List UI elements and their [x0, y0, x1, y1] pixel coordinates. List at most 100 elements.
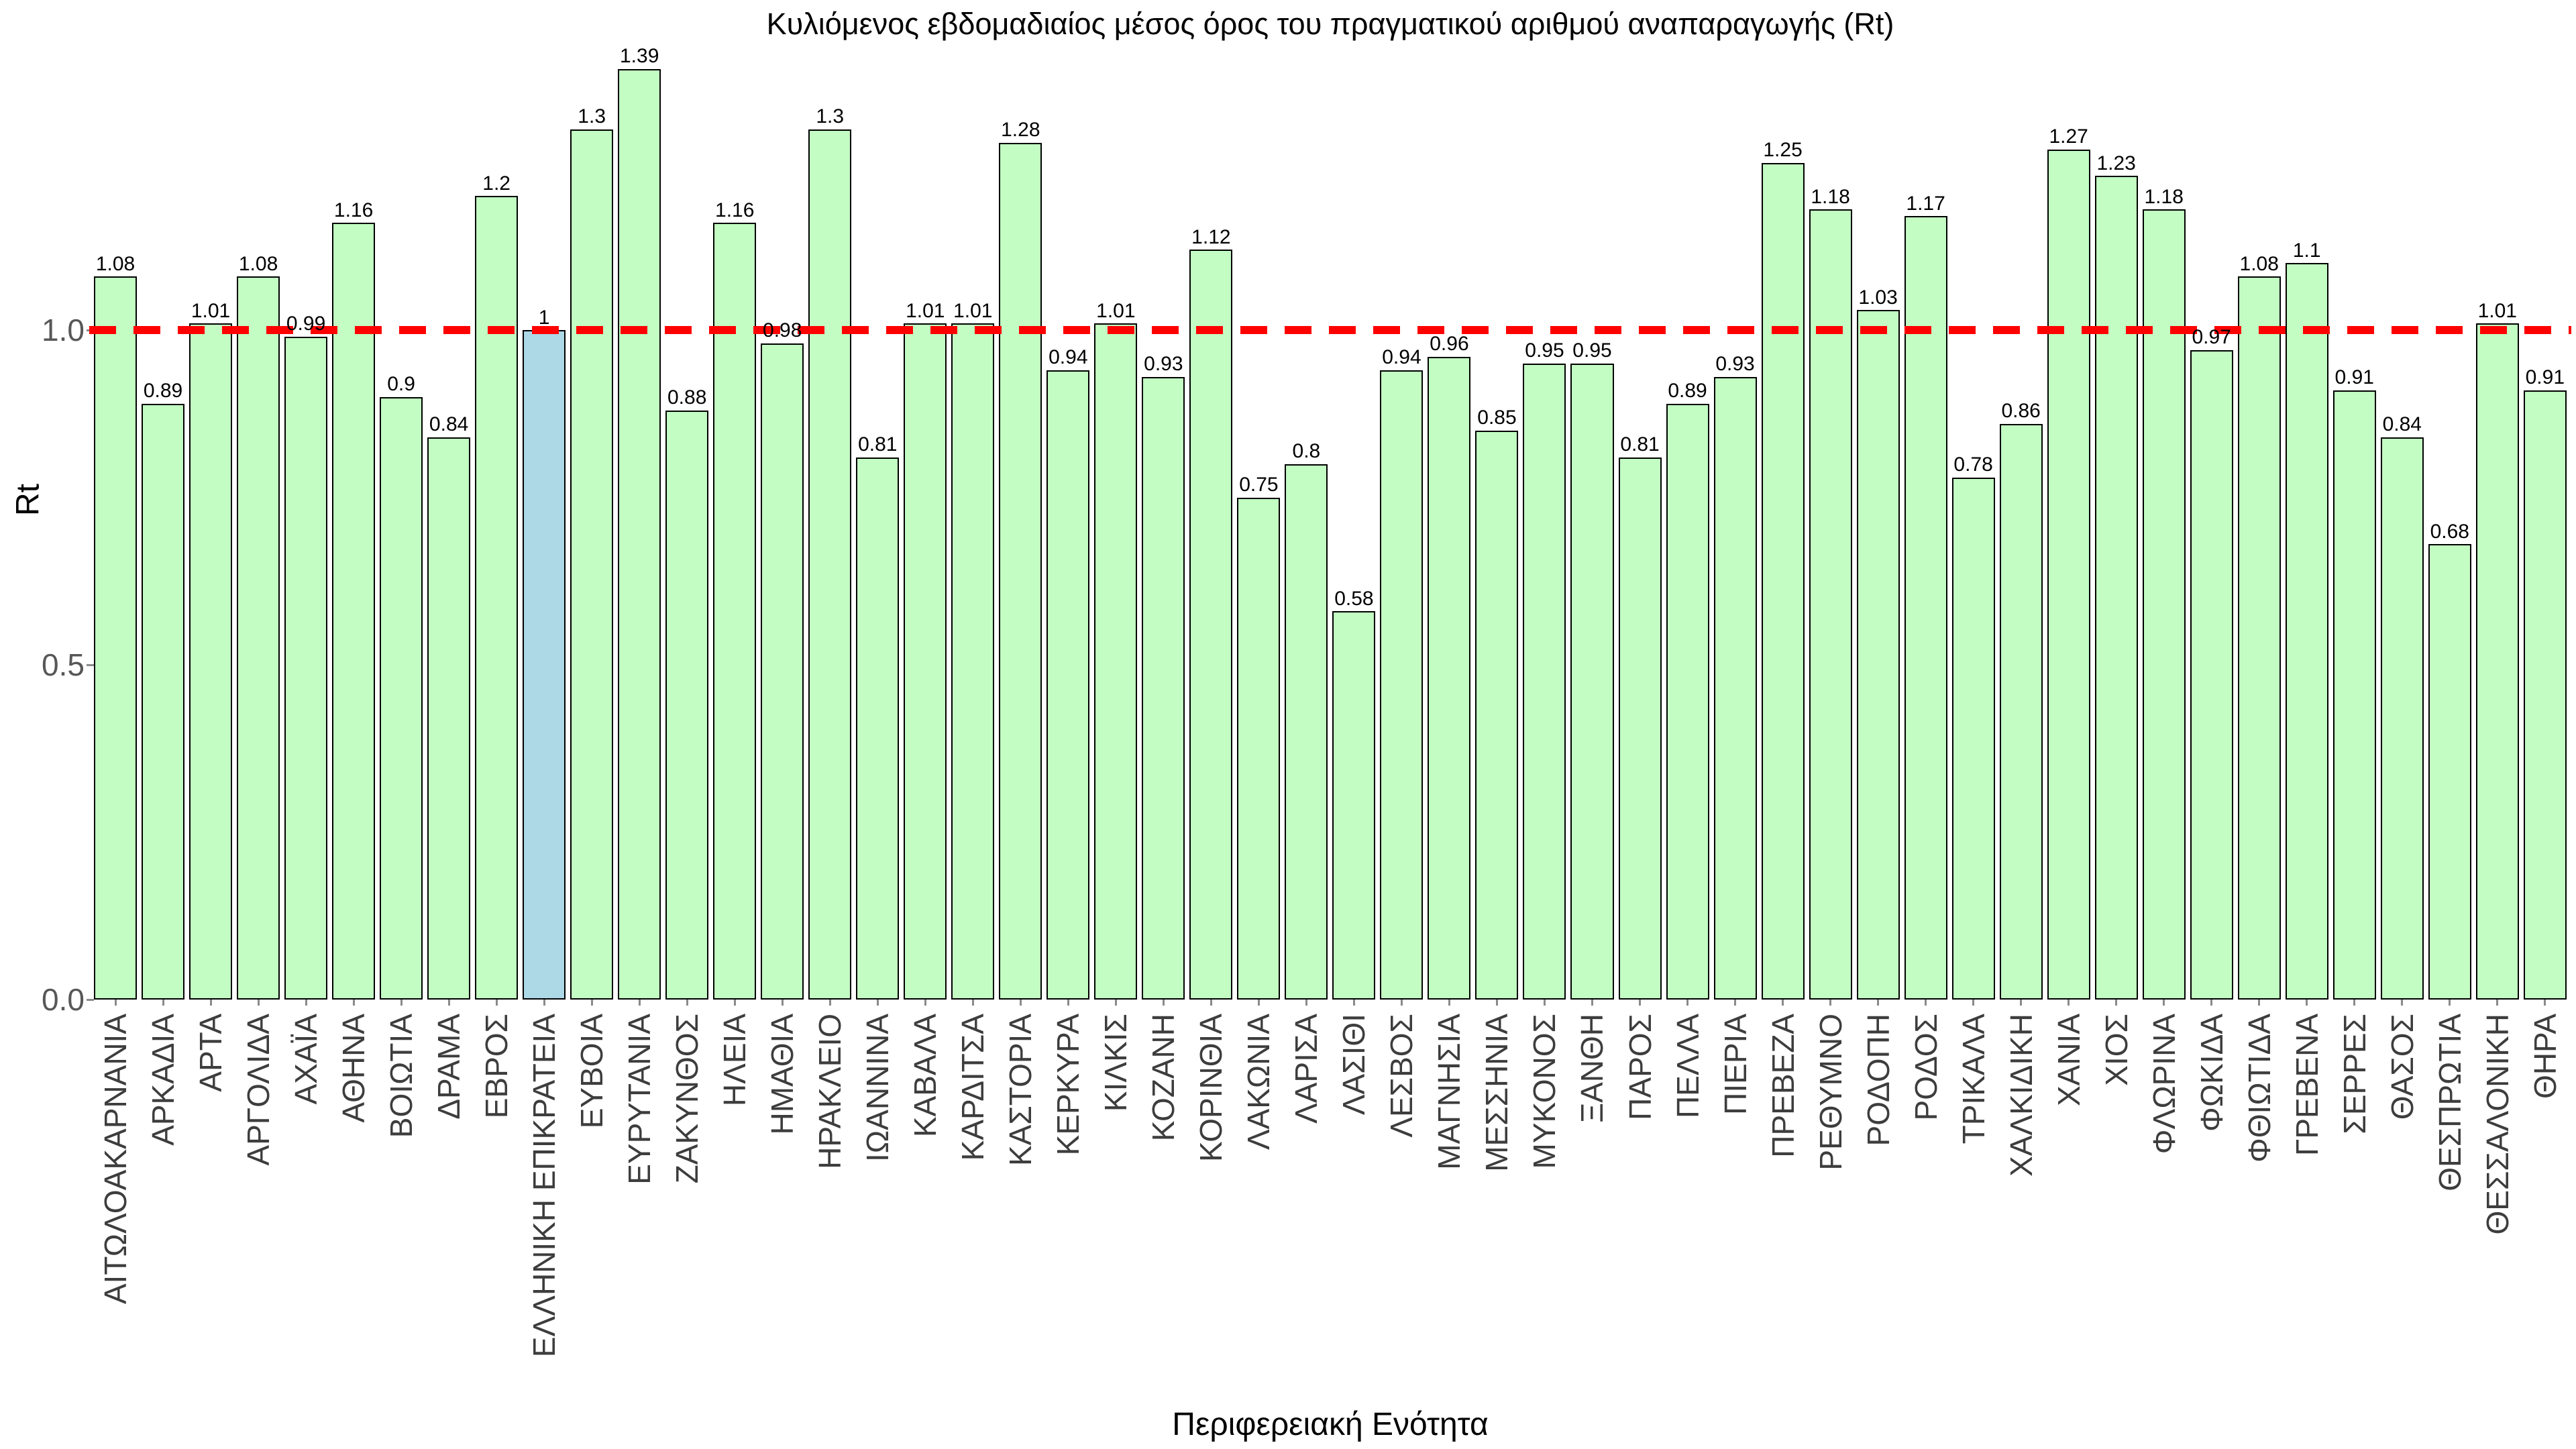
- region-label: ΚΙΛΚΙΣ: [1098, 1014, 1134, 1112]
- x-label-slot: ΗΜΑΘΙΑ: [761, 1000, 804, 1135]
- x-tick-mark: [1972, 1000, 1975, 1006]
- bar-slot: 1.17: [1904, 0, 1947, 1000]
- bar: [1189, 250, 1233, 1000]
- region-label: ΛΑΡΙΣΑ: [1289, 1014, 1324, 1124]
- bar: [1904, 216, 1947, 1000]
- bar-slot: 1.28: [999, 0, 1042, 1000]
- region-label: ΧΙΟΣ: [2098, 1014, 2134, 1086]
- x-label-slot: ΑΘΗΝΑ: [332, 1000, 375, 1123]
- bar-value-label: 0.84: [429, 413, 469, 436]
- plot-area: 0.0 0.5 1.0 1.08 0.89 1.01 1.08 0.99 1.16 0.9 0.8…: [42, 0, 2571, 1017]
- x-label-slot: ΚΑΡΔΙΤΣΑ: [951, 1000, 994, 1161]
- region-label: ΦΛΩΡΙΝΑ: [2146, 1014, 2182, 1155]
- bar-slot: 1.08: [2237, 0, 2281, 1000]
- region-label: ΜΕΣΣΗΝΙΑ: [1479, 1014, 1515, 1172]
- region-label: ΦΘΙΩΤΙΔΑ: [2241, 1014, 2277, 1163]
- x-label-slot: ΚΑΣΤΟΡΙΑ: [999, 1000, 1042, 1166]
- x-label-slot: ΘΕΣΣΑΛΟΝΙΚΗ: [2476, 1000, 2519, 1234]
- bar: [2475, 323, 2519, 1000]
- x-tick-mark: [1019, 1000, 1022, 1006]
- bar-value-label: 1.08: [95, 252, 136, 275]
- bar-slot: 1.01: [1094, 0, 1138, 1000]
- bar-value-label: 0.85: [1477, 407, 1517, 429]
- x-label-slot: ΕΥΡΥΤΑΝΙΑ: [618, 1000, 661, 1185]
- bar-value-label: 1.18: [1811, 185, 1850, 208]
- x-tick-mark: [733, 1000, 736, 1006]
- bar: [1618, 457, 1662, 1000]
- bar-value-label: 1.01: [191, 299, 231, 322]
- x-label-slot: ΘΗΡΑ: [2524, 1000, 2567, 1099]
- bar-value-label: 0.89: [1668, 380, 1707, 402]
- bar-slot: 1.16: [332, 0, 376, 1000]
- bar-value-label: 0.94: [1382, 346, 1421, 369]
- x-tick-mark: [1734, 1000, 1737, 1006]
- bar-slot: 0.85: [1475, 0, 1519, 1000]
- bar-slot: 1.01: [951, 0, 995, 1000]
- x-label-slot: ΚΟΖΑΝΗ: [1142, 1000, 1185, 1141]
- region-label: ΜΑΓΝΗΣΙΑ: [1432, 1014, 1467, 1170]
- bar: [808, 129, 852, 1000]
- x-label-slot: ΛΑΚΩΝΙΑ: [1237, 1000, 1280, 1150]
- bar-slot: 0.88: [665, 0, 709, 1000]
- bar-slot: 1.12: [1189, 0, 1233, 1000]
- x-label-slot: ΑΡΓΟΛΙΔΑ: [237, 1000, 280, 1166]
- x-tick-mark: [1448, 1000, 1450, 1006]
- bar: [475, 196, 519, 1000]
- region-label: ΛΕΣΒΟΣ: [1384, 1014, 1419, 1138]
- x-label-slot: ΦΩΚΙΔΑ: [2190, 1000, 2233, 1132]
- bar-value-label: 1.39: [619, 45, 659, 68]
- region-label: ΗΜΑΘΙΑ: [765, 1014, 800, 1135]
- bar-value-label: 0.9: [387, 373, 415, 396]
- x-tick-mark: [1067, 1000, 1069, 1006]
- x-label-slot: ΠΡΕΒΕΖΑ: [1762, 1000, 1805, 1158]
- bar-highlight: [523, 330, 566, 1000]
- bar: [1666, 403, 1709, 1000]
- bar-slot: 0.94: [1380, 0, 1424, 1000]
- x-tick-mark: [1162, 1000, 1165, 1006]
- bar-slot: 0.95: [1570, 0, 1614, 1000]
- x-tick-mark: [1639, 1000, 1641, 1006]
- bar-slot: 0.86: [1999, 0, 2043, 1000]
- x-label-slot: ΚΑΒΑΛΑ: [904, 1000, 947, 1137]
- region-label: ΚΑΣΤΟΡΙΑ: [1003, 1014, 1038, 1166]
- bar-value-label: 0.68: [2430, 520, 2469, 543]
- x-tick-mark: [2020, 1000, 2023, 1006]
- x-tick-mark: [495, 1000, 498, 1006]
- bar: [380, 396, 423, 1000]
- bar-slot: 0.97: [2190, 0, 2233, 1000]
- bar-value-label: 0.8: [1292, 440, 1321, 463]
- bar-value-label: 0.81: [1620, 433, 1660, 456]
- bar: [2094, 176, 2138, 1000]
- bar-slot: 1.08: [237, 0, 280, 1000]
- x-label-slot: ΙΩΑΝΝΙΝΑ: [856, 1000, 899, 1162]
- bar-value-label: 1.28: [1001, 119, 1040, 142]
- x-tick-mark: [1305, 1000, 1307, 1006]
- x-label-slot: ΦΛΩΡΙΝΑ: [2143, 1000, 2186, 1154]
- x-tick-mark: [2306, 1000, 2308, 1006]
- bar: [1856, 310, 1900, 1000]
- bar: [1332, 611, 1376, 1000]
- region-label: ΘΕΣΠΡΩΤΙΑ: [2432, 1014, 2467, 1191]
- y-tick-label: 0.5: [42, 647, 85, 682]
- bar: [237, 276, 280, 1000]
- bar: [1951, 477, 1995, 1000]
- bar-value-label: 0.96: [1430, 333, 1469, 356]
- bar-value-label: 0.93: [1715, 353, 1755, 376]
- bars-container: 1.08 0.89 1.01 1.08 0.99 1.16 0.9 0.84 1.2 1 1.3 1.…: [94, 0, 2567, 1000]
- x-label-slot: ΒΟΙΩΤΙΑ: [380, 1000, 423, 1138]
- x-label-slot: ΧΑΝΙΑ: [2047, 1000, 2090, 1106]
- region-label: ΕΥΒΟΙΑ: [574, 1014, 610, 1129]
- x-label-slot: ΡΕΘΥΜΝΟ: [1809, 1000, 1852, 1171]
- bar-slot: 1.27: [2047, 0, 2090, 1000]
- bar-slot: 0.78: [1951, 0, 1995, 1000]
- bar: [713, 223, 757, 1000]
- x-tick-mark: [638, 1000, 641, 1006]
- x-tick-mark: [2068, 1000, 2070, 1006]
- x-label-slot: ΜΥΚΟΝΟΣ: [1523, 1000, 1566, 1169]
- x-label-slot: ΛΑΣΙΘΙ: [1332, 1000, 1375, 1115]
- x-label-slot: ΜΑΓΝΗΣΙΑ: [1428, 1000, 1470, 1170]
- x-tick-mark: [305, 1000, 307, 1006]
- bar-slot: 1.16: [713, 0, 757, 1000]
- x-label-slot: ΘΕΣΠΡΩΤΙΑ: [2428, 1000, 2471, 1191]
- bar-slot: 1.18: [1809, 0, 1852, 1000]
